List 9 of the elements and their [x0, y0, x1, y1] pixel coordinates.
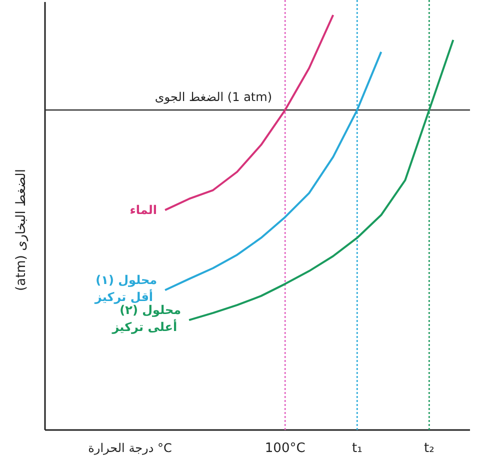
- x-tick-label: t₁: [352, 441, 362, 456]
- x-tick-label: 100°C: [264, 441, 306, 456]
- x-tick-label: t₂: [424, 441, 434, 456]
- series-label: محلول (١) أقل تركيز: [94, 273, 158, 304]
- series-label: الماء: [130, 203, 158, 218]
- y-axis-title: الضغط البخارى (atm): [14, 169, 29, 291]
- x-axis-title: درجة الحرارة °C: [88, 441, 172, 455]
- series-label: محلول (٢) أعلى تركيز: [111, 303, 182, 334]
- ref-line-label: الضغط الجوى (1 atm): [154, 90, 272, 104]
